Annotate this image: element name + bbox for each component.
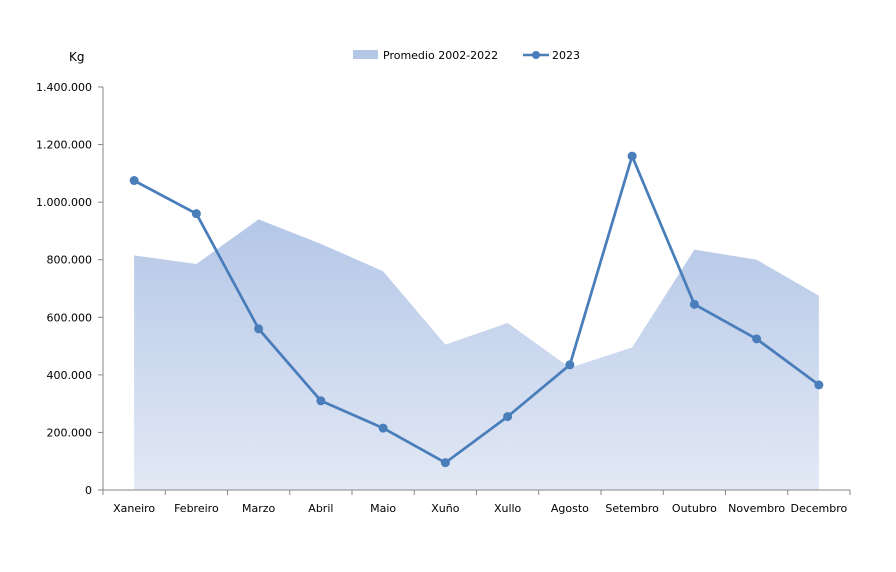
legend-swatch-marker <box>532 51 540 59</box>
y-axis-unit-label: Kg <box>69 50 85 64</box>
y-tick-label: 400.000 <box>47 369 93 382</box>
x-tick-label: Novembro <box>728 502 785 515</box>
line-point-2023 <box>565 360 575 370</box>
legend-label-line: 2023 <box>552 49 580 62</box>
y-tick-label: 600.000 <box>47 311 93 324</box>
x-tick-label: Outubro <box>672 502 717 515</box>
y-tick-label: 0 <box>85 484 92 497</box>
x-axis-ticks: Xaneiro Febreiro Marzo Abril Maio Xuño Xullo Ag… <box>102 490 851 515</box>
y-tick-label: 800.000 <box>47 254 93 267</box>
y-tick-label: 1.000.000 <box>36 196 92 209</box>
line-series-2023 <box>133 154 820 465</box>
legend-label-area: Promedio 2002-2022 <box>383 49 498 62</box>
x-tick-label: Decembro <box>790 502 847 515</box>
line-point-2023 <box>254 324 264 334</box>
x-tick-label: Setembro <box>605 502 659 515</box>
y-tick-label: 1.400.000 <box>36 81 92 94</box>
line-series-layer <box>129 151 824 468</box>
line-point-2023 <box>316 396 326 406</box>
y-axis-ticks: 0 200.000 400.000 600.000 800.000 1.000.000 1.… <box>36 81 103 497</box>
line-point-2023 <box>129 176 139 186</box>
line-point-2023 <box>627 151 637 161</box>
x-tick-label: Xaneiro <box>113 502 155 515</box>
line-point-2023 <box>378 423 388 433</box>
legend-swatch-area <box>353 50 378 59</box>
legend: Promedio 2002-2022 2023 <box>353 49 580 62</box>
line-point-2023 <box>191 209 201 219</box>
x-tick-label: Maio <box>370 502 396 515</box>
x-tick-label: Xullo <box>494 502 522 515</box>
x-tick-label: Agosto <box>551 502 589 515</box>
x-tick-label: Febreiro <box>174 502 219 515</box>
line-point-2023 <box>814 380 824 390</box>
x-tick-label: Marzo <box>242 502 276 515</box>
y-tick-label: 200.000 <box>47 426 93 439</box>
area-series-layer <box>134 219 819 490</box>
area-series-promedio <box>134 219 819 490</box>
x-tick-label: Abril <box>308 502 333 515</box>
line-point-2023 <box>752 334 762 344</box>
y-tick-label: 1.200.000 <box>36 139 92 152</box>
line-point-2023 <box>440 458 450 468</box>
line-point-2023 <box>689 299 699 309</box>
line-point-2023 <box>503 412 513 422</box>
x-tick-label: Xuño <box>431 502 459 515</box>
